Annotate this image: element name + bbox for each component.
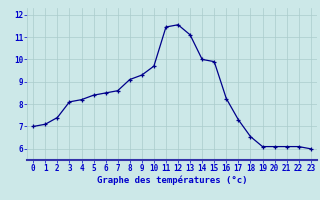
X-axis label: Graphe des températures (°c): Graphe des températures (°c) — [97, 176, 247, 185]
